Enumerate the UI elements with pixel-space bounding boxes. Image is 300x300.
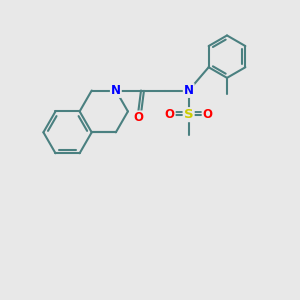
Text: N: N (184, 84, 194, 97)
Text: O: O (133, 111, 143, 124)
Text: O: O (165, 108, 175, 121)
Text: O: O (203, 108, 213, 121)
Text: N: N (111, 84, 121, 97)
Text: S: S (184, 108, 194, 121)
